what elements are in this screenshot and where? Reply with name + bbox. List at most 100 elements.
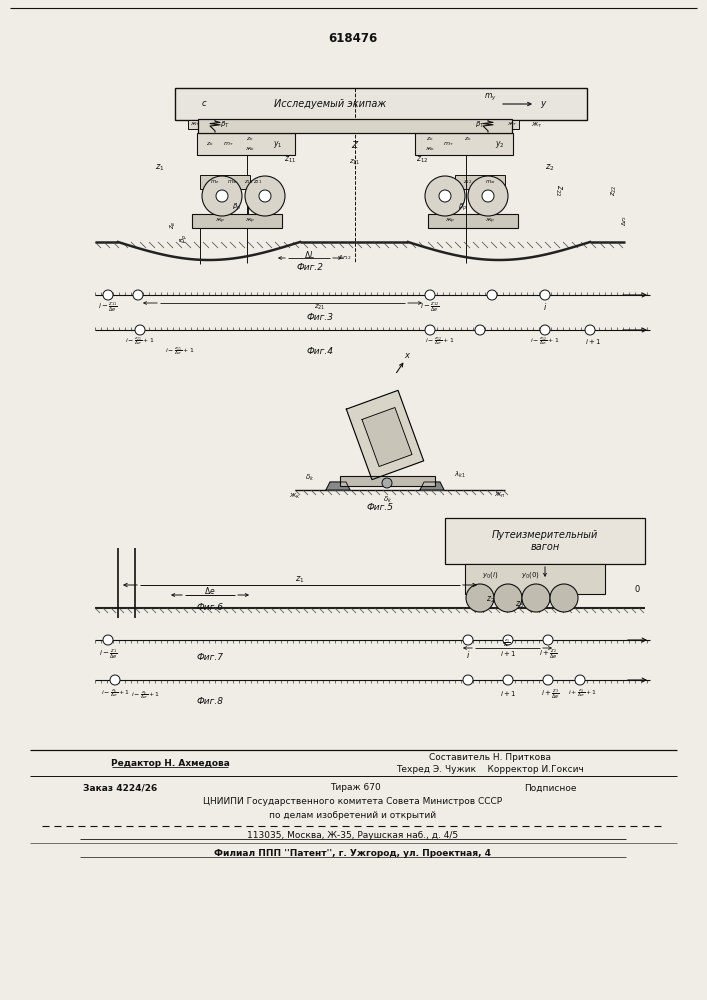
Circle shape [425,290,435,300]
Circle shape [503,675,513,685]
Circle shape [425,325,435,335]
Text: Составитель Н. Приткова: Составитель Н. Приткова [429,754,551,762]
Text: $i+1$: $i+1$ [585,338,601,347]
Text: $m_{т}$: $m_{т}$ [223,140,233,148]
Text: $i-\frac{z_{21}}{\Delta e}+1$: $i-\frac{z_{21}}{\Delta e}+1$ [125,336,155,348]
Circle shape [543,635,553,645]
Text: $i+\frac{z_3}{\Delta e}$: $i+\frac{z_3}{\Delta e}$ [541,687,559,701]
Bar [486,132,494,137]
Text: $i$: $i$ [543,302,547,312]
Circle shape [487,290,497,300]
Text: $\beta_p$: $\beta_p$ [458,201,467,213]
Text: Фиг.4: Фиг.4 [307,348,334,357]
Text: $ж_к$: $ж_к$ [289,491,300,501]
Bar [465,564,605,594]
Text: $\beta_p$: $\beta_p$ [178,233,189,243]
Circle shape [494,584,522,612]
Text: ЦНИИПИ Государственного комитета Совета Министров СССР: ЦНИИПИ Государственного комитета Совета … [204,798,503,806]
Polygon shape [362,408,412,466]
Text: $\delta_k$: $\delta_k$ [383,495,392,505]
Text: $z_{11}$: $z_{11}$ [284,155,296,165]
Text: $z_{22}$: $z_{22}$ [609,184,619,196]
Text: $i-\frac{z_{11}}{\Delta e}+1$: $i-\frac{z_{11}}{\Delta e}+1$ [165,346,194,358]
Text: $i+\frac{z_3}{\Delta e}+1$: $i+\frac{z_3}{\Delta e}+1$ [568,688,597,700]
Text: $i+\frac{z_2}{\Delta e}$: $i+\frac{z_2}{\Delta e}$ [539,647,557,661]
Text: 113035, Москва, Ж-35, Раушская наб., д. 4/5: 113035, Москва, Ж-35, Раушская наб., д. … [247,832,459,840]
Text: $y_0(0)$: $y_0(0)$ [520,570,539,580]
Circle shape [425,176,465,216]
Text: $\beta_T$: $\beta_T$ [220,120,230,130]
Text: $x$: $x$ [404,351,411,360]
Text: $z_к$: $z_к$ [206,140,214,148]
Text: $\Delta r_2$: $\Delta r_2$ [621,214,629,226]
Text: $ж_т$: $ж_т$ [507,121,518,128]
Circle shape [540,290,550,300]
Text: Исследуемый экипаж: Исследуемый экипаж [274,99,386,109]
Text: 0: 0 [634,585,640,594]
Text: Редактор Н. Ахмедова: Редактор Н. Ахмедова [110,760,230,768]
Text: $i-\frac{z_1}{\Delta e}$: $i-\frac{z_1}{\Delta e}$ [98,647,117,661]
Bar [198,119,512,133]
Text: $z_{12}$: $z_{12}$ [463,178,473,186]
Text: $ж_р$: $ж_р$ [485,216,495,226]
Text: Фиг.7: Фиг.7 [197,654,223,662]
Bar [340,476,435,486]
Circle shape [103,290,113,300]
Text: $z_3$: $z_3$ [515,600,525,610]
Text: $i-\frac{z_{12}}{\Delta e}+1$: $i-\frac{z_{12}}{\Delta e}+1$ [530,336,560,348]
Text: Тираж 670: Тираж 670 [329,784,380,792]
Text: Фиг.6: Фиг.6 [197,603,223,612]
Text: $y_0(i)$: $y_0(i)$ [481,570,498,580]
Text: $ж_р$: $ж_р$ [445,216,455,226]
Text: $m_y$: $m_y$ [484,91,496,103]
Text: $\beta_p$: $\beta_p$ [233,201,242,213]
Bar [188,120,202,129]
Bar [200,175,250,189]
Bar [428,214,518,228]
Text: $z_{11}$: $z_{11}$ [349,157,361,167]
Text: $\Delta r_{12}$: $\Delta r_{12}$ [338,254,352,262]
Text: $i+1$: $i+1$ [500,690,516,698]
Text: $m_ж$: $m_ж$ [484,178,496,186]
Text: $ж_к$: $ж_к$ [245,145,255,153]
Text: $i-\frac{z_k}{\Delta e}+1$: $i-\frac{z_k}{\Delta e}+1$ [100,688,129,700]
Bar [192,214,282,228]
Circle shape [133,290,143,300]
Text: $\delta_k$: $\delta_k$ [305,473,315,483]
Text: $z_1$: $z_1$ [156,163,165,173]
Text: $ж_к$: $ж_к$ [425,145,436,153]
Text: $z_в$: $z_в$ [168,221,177,229]
Text: $z_2$: $z_2$ [545,163,555,173]
Circle shape [585,325,595,335]
Text: $y_2$: $y_2$ [495,138,505,149]
Bar [415,133,513,155]
Text: $z_{21}$: $z_{21}$ [315,302,326,312]
Text: Фиг.8: Фиг.8 [197,698,223,706]
Circle shape [543,675,553,685]
Circle shape [110,675,120,685]
Circle shape [466,584,494,612]
Text: $i-\frac{z_{12}}{\Delta e}$: $i-\frac{z_{12}}{\Delta e}$ [420,300,440,314]
Bar [248,189,258,201]
Text: Путеизмерительный
вагон: Путеизмерительный вагон [492,530,598,552]
Bar [505,120,519,129]
Text: $i$: $i$ [466,648,470,660]
Text: Техред Э. Чужик    Корректор И.Гоксич: Техред Э. Чужик Корректор И.Гоксич [396,766,584,774]
Circle shape [463,635,473,645]
Text: $\frac{z_3}{\Delta e}$: $\frac{z_3}{\Delta e}$ [503,638,511,650]
Text: $m_е$: $m_е$ [210,178,220,186]
Text: $z_к$: $z_к$ [464,135,472,143]
Circle shape [475,325,485,335]
Text: $ж_т$: $ж_т$ [531,120,543,130]
Text: $z_1$: $z_1$ [296,575,305,585]
Circle shape [259,190,271,202]
Circle shape [482,190,494,202]
Text: $ж_т$: $ж_т$ [189,121,200,128]
Text: $\lambda_{k1}$: $\lambda_{k1}$ [454,470,466,480]
Text: y: y [540,100,546,108]
Text: $\Delta L$: $\Delta L$ [305,249,315,260]
Text: по делам изобретений и открытий: по делам изобретений и открытий [269,810,436,820]
Text: $ж_р$: $ж_р$ [245,216,255,226]
Polygon shape [346,390,423,480]
Text: Фиг.5: Фиг.5 [366,504,394,512]
